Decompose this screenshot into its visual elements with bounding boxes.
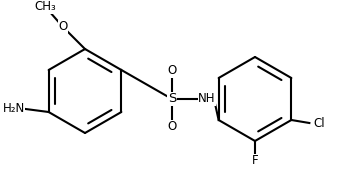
Text: O: O — [167, 65, 177, 78]
Text: H₂N: H₂N — [2, 103, 25, 116]
Text: NH: NH — [198, 92, 216, 105]
Text: S: S — [168, 92, 176, 105]
Text: CH₃: CH₃ — [34, 1, 56, 14]
Text: F: F — [252, 155, 258, 168]
Text: Cl: Cl — [314, 117, 325, 129]
Text: O: O — [167, 121, 177, 134]
Text: O: O — [58, 20, 68, 33]
